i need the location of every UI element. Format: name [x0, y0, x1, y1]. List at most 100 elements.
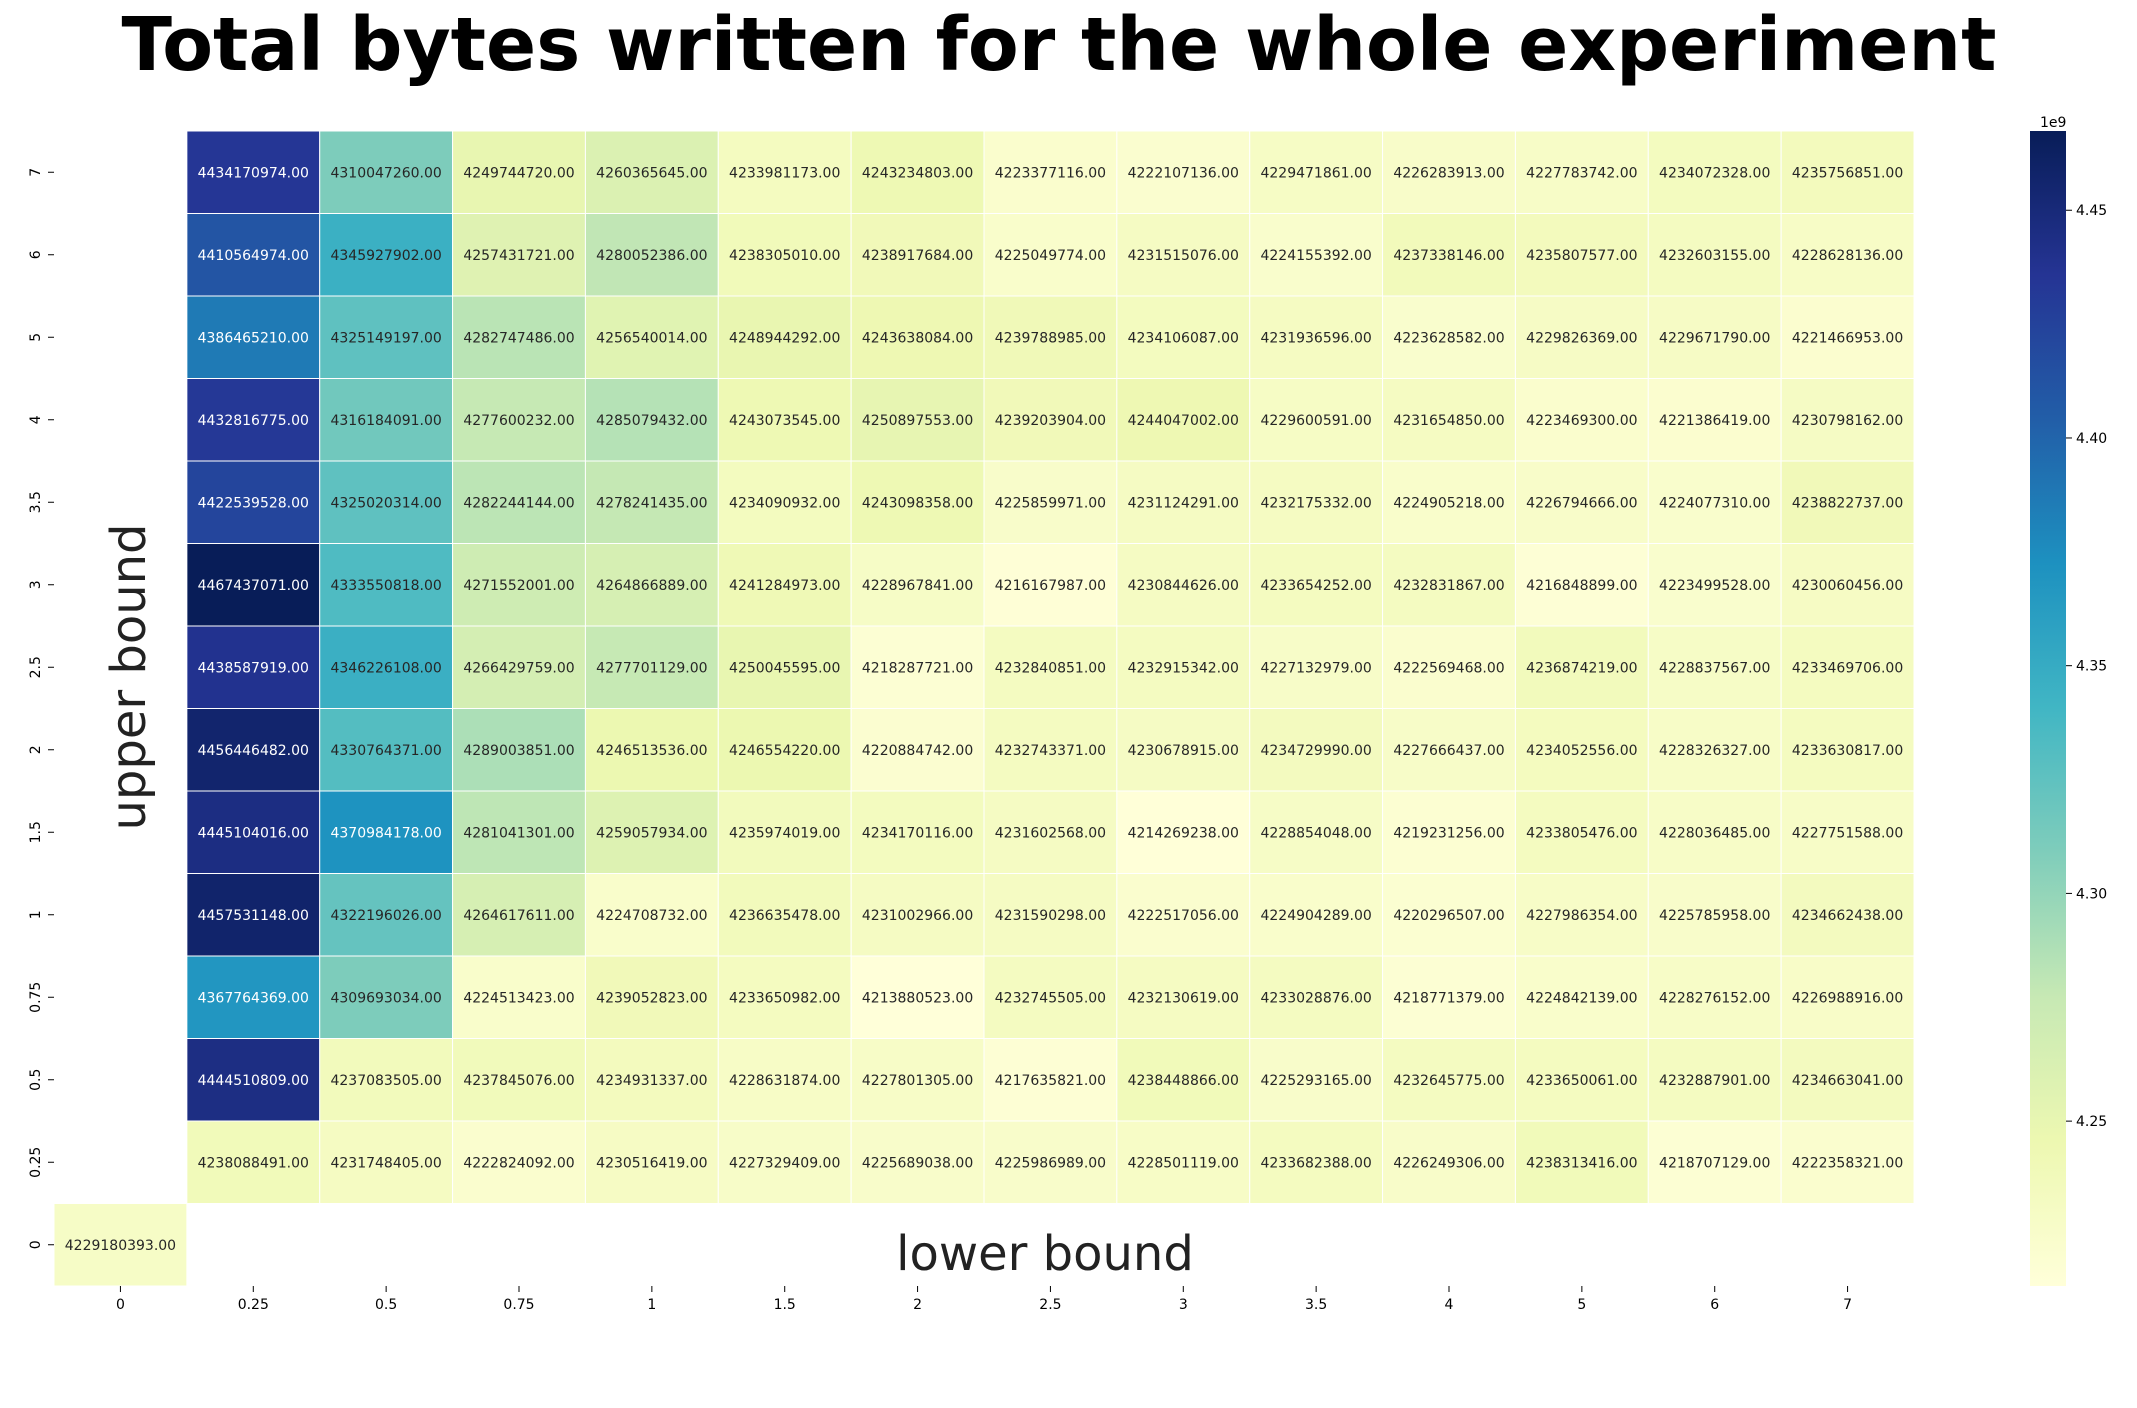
- heatmap-cell: [1382, 460, 1516, 544]
- cell-value-label: 4229826369.00: [1526, 330, 1637, 346]
- heatmap-cell: [319, 1120, 454, 1204]
- heatmap-cell: [452, 625, 586, 709]
- cell-value-label: 4218771379.00: [1393, 990, 1504, 1006]
- heatmap-cell: [717, 708, 852, 792]
- cell-value-label: 4233028876.00: [1260, 990, 1371, 1006]
- heatmap-cell: [983, 378, 1118, 462]
- heatmap-cell: [850, 1120, 985, 1204]
- heatmap-cell: [1514, 295, 1649, 379]
- cell-value-label: 4456446482.00: [198, 743, 309, 759]
- cell-value-label: 4238822737.00: [1792, 495, 1903, 511]
- chart-title: Total bytes written for the whole experi…: [122, 2, 1997, 88]
- heatmap-cell: [983, 873, 1118, 957]
- cell-value-label: 4230798162.00: [1792, 413, 1903, 429]
- heatmap-cell: [1116, 1038, 1251, 1122]
- cell-value-label: 4444510809.00: [198, 1073, 309, 1089]
- y-tick-label: 0.5: [28, 1069, 44, 1091]
- cell-value-label: 4226283913.00: [1393, 165, 1504, 181]
- cell-value-label: 4228326327.00: [1659, 743, 1770, 759]
- heatmap-cell: [1249, 1120, 1384, 1204]
- heatmap-cell: [1647, 873, 1782, 957]
- cell-value-label: 4264866889.00: [596, 578, 707, 594]
- cell-value-label: 4224905218.00: [1393, 495, 1504, 511]
- heatmap-cell: [1249, 1038, 1384, 1122]
- heatmap-cell: [983, 625, 1118, 709]
- heatmap-cell: [186, 213, 321, 297]
- heatmap-cell: [1647, 130, 1782, 214]
- cell-value-label: 4226988916.00: [1792, 990, 1903, 1006]
- heatmap-cell: [983, 460, 1118, 544]
- heatmap-cell: [717, 1120, 852, 1204]
- cell-value-label: 4225785958.00: [1659, 908, 1770, 924]
- cell-value-label: 4232603155.00: [1659, 248, 1770, 264]
- cell-value-label: 4227801305.00: [862, 1073, 973, 1089]
- cell-value-label: 4232645775.00: [1393, 1073, 1504, 1089]
- heatmap-cell: [584, 955, 719, 1039]
- cell-value-label: 4230060456.00: [1792, 578, 1903, 594]
- cell-value-label: 4457531148.00: [198, 908, 309, 924]
- cell-value-label: 4233981173.00: [729, 165, 840, 181]
- y-tick-label: 0: [28, 1240, 44, 1249]
- colorbar-ticks: 4.25 4.30 4.35 4.40 4.45: [2066, 203, 2107, 1130]
- heatmap-cell: [319, 213, 454, 297]
- heatmap-cell: [983, 543, 1118, 627]
- cell-value-label: 4234090932.00: [729, 495, 840, 511]
- heatmap-cell: [850, 790, 985, 874]
- cell-value-label: 4264617611.00: [463, 908, 574, 924]
- heatmap-cell: [1647, 295, 1782, 379]
- heatmap-cell: [1116, 213, 1251, 297]
- y-tick-label: 3.5: [28, 491, 44, 513]
- heatmap-cell: [1249, 790, 1384, 874]
- cell-value-label: 4230516419.00: [596, 1155, 707, 1171]
- heatmap-cell: [1647, 378, 1782, 462]
- cell-value-label: 4233650061.00: [1526, 1073, 1637, 1089]
- cell-value-label: 4243073545.00: [729, 413, 840, 429]
- cell-value-label: 4239203904.00: [995, 413, 1106, 429]
- cell-value-label: 4224513423.00: [463, 990, 574, 1006]
- heatmap-cell: [1382, 543, 1516, 627]
- cell-value-label: 4231654850.00: [1393, 413, 1504, 429]
- cell-value-label: 4234106087.00: [1128, 330, 1239, 346]
- cell-value-label: 4234662438.00: [1792, 908, 1903, 924]
- cell-value-label: 4230844626.00: [1128, 578, 1239, 594]
- heatmap-cell: [1647, 708, 1782, 792]
- heatmap-cell: [1116, 790, 1251, 874]
- cell-value-label: 4225293165.00: [1260, 1073, 1371, 1089]
- cell-value-label: 4256540014.00: [596, 330, 707, 346]
- cell-value-label: 4232915342.00: [1128, 660, 1239, 676]
- colorbar-tick-label: 4.25: [2076, 1114, 2107, 1130]
- cell-value-label: 4223469300.00: [1526, 413, 1637, 429]
- cell-value-label: 4228036485.00: [1659, 825, 1770, 841]
- colorbar-tick-label: 4.40: [2076, 431, 2107, 447]
- heatmap-cell: [452, 295, 586, 379]
- heatmap-cell: [850, 625, 985, 709]
- heatmap-cell: [1514, 378, 1649, 462]
- cell-value-label: 4280052386.00: [596, 248, 707, 264]
- cell-value-label: 4235974019.00: [729, 825, 840, 841]
- cell-value-label: 4346226108.00: [330, 660, 441, 676]
- heatmap-cell: [1647, 1120, 1782, 1204]
- cell-value-label: 4227783742.00: [1526, 165, 1637, 181]
- cell-value-label: 4228276152.00: [1659, 990, 1770, 1006]
- y-tick-label: 6: [28, 250, 44, 259]
- cell-value-label: 4246513536.00: [596, 743, 707, 759]
- cell-value-label: 4229671790.00: [1659, 330, 1770, 346]
- heatmap-cell: [850, 130, 985, 214]
- cell-value-label: 4228631874.00: [729, 1073, 840, 1089]
- cell-value-label: 4233469706.00: [1792, 660, 1903, 676]
- cell-value-label: 4226794666.00: [1526, 495, 1637, 511]
- cell-value-label: 4277701129.00: [596, 660, 707, 676]
- cell-value-label: 4237083505.00: [330, 1073, 441, 1089]
- heatmap-cell: [186, 1120, 321, 1204]
- heatmap-cell: [452, 378, 586, 462]
- y-tick-label: 0.25: [28, 1147, 44, 1178]
- heatmap-cell: [1382, 790, 1516, 874]
- heatmap-cell: [186, 955, 321, 1039]
- cell-value-label: 4223377116.00: [995, 165, 1106, 181]
- heatmap-cell: [319, 790, 454, 874]
- heatmap-cell: [584, 625, 719, 709]
- y-tick-label: 2.5: [28, 656, 44, 678]
- heatmap-cell: [983, 213, 1118, 297]
- heatmap-cell: [1647, 460, 1782, 544]
- heatmap-cell: [319, 1038, 454, 1122]
